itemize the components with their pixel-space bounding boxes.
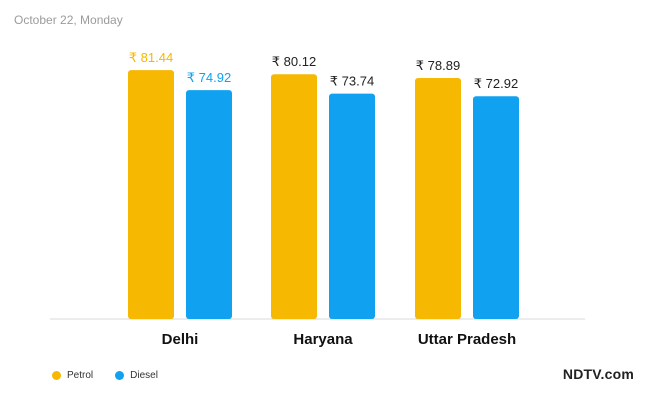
x-tick-label-delhi: Delhi [162, 331, 199, 348]
data-label-petrol-delhi: ₹ 81.44 [129, 50, 173, 65]
data-label-diesel-delhi: ₹ 74.92 [187, 70, 231, 85]
bar-diesel-uttar-pradesh[interactable] [473, 96, 519, 319]
legend-item-diesel[interactable]: Diesel [115, 370, 158, 381]
bar-diesel-haryana[interactable] [329, 93, 375, 319]
chart-legend: Petrol Diesel [52, 370, 158, 381]
bar-diesel-delhi[interactable] [186, 90, 232, 319]
brand-logo: NDTV.com [562, 366, 634, 382]
x-tick-label-uttar-pradesh: Uttar Pradesh [418, 331, 516, 348]
x-tick-label-haryana: Haryana [293, 331, 353, 348]
data-label-petrol-uttar-pradesh: ₹ 78.89 [416, 58, 460, 73]
bar-petrol-delhi[interactable] [128, 70, 174, 320]
bar-petrol-uttar-pradesh[interactable] [415, 77, 461, 319]
legend-marker-petrol [52, 371, 61, 380]
data-label-petrol-haryana: ₹ 80.12 [272, 54, 316, 69]
legend-marker-diesel [115, 371, 125, 380]
legend-item-petrol[interactable]: Petrol [52, 370, 93, 381]
legend-label-petrol: Petrol [67, 370, 94, 381]
legend-label-diesel: Diesel [130, 370, 158, 381]
bar-petrol-haryana[interactable] [271, 74, 317, 319]
chart-subtitle: October 22, Monday [14, 13, 123, 27]
data-label-diesel-uttar-pradesh: ₹ 72.92 [474, 76, 518, 91]
data-label-diesel-haryana: ₹ 73.74 [330, 74, 374, 89]
